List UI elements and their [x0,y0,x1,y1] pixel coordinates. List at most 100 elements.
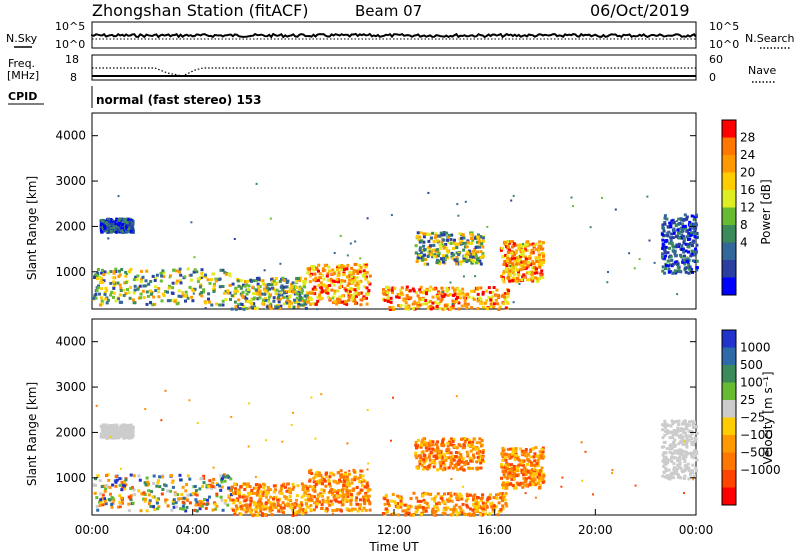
echo-cell [253,287,256,290]
echo-cell [318,285,322,289]
echo-cell [207,297,210,301]
echo-cell [346,263,350,267]
echo-cell [230,415,233,418]
echo-cell [671,431,675,435]
echo-cell [679,253,683,257]
echo-cell [109,222,113,226]
echo-cell [341,300,344,304]
cpid-label: CPID [8,90,37,103]
colorbar-swatch [722,190,736,208]
echo-cell [245,307,249,310]
echo-cell [332,272,336,276]
echo-cell [267,499,270,502]
echo-cell [435,305,439,308]
echo-cell [506,245,510,249]
echo-cell [454,465,458,469]
echo-cell [298,287,302,291]
echo-cell [526,278,530,282]
echo-cell [668,221,672,225]
echo-cell [432,240,436,243]
echo-cell [435,248,439,252]
echo-cell [486,498,490,502]
echo-cell [477,451,481,455]
echo-cell [414,505,418,509]
echo-cell [531,260,535,264]
echo-cell [424,258,428,262]
colorbar-tick-label: 28 [740,131,755,145]
echo-cell [292,411,294,414]
echo-cell [396,292,400,296]
echo-cell [202,474,206,478]
echo-cell [260,514,264,517]
echo-cell [541,477,545,481]
echo-cell [153,508,157,511]
echo-cell [482,460,485,464]
echo-cell [145,290,149,294]
echo-cell [314,505,318,509]
echo-cell [346,442,349,445]
echo-cell [362,495,366,499]
echo-cell [245,297,249,301]
echo-cell [170,481,174,485]
echo-cell [434,495,438,499]
echo-cell [365,271,369,274]
echo-cell [427,444,431,448]
echo-cell [268,501,272,504]
echo-cell [95,274,98,276]
echo-cell [512,447,516,451]
echo-cell [256,491,260,495]
echo-cell [431,255,435,259]
echo-cell [478,437,482,441]
echo-cell [465,459,468,463]
echo-cell [681,435,685,439]
echo-cell [288,289,291,293]
echo-cell [687,234,691,238]
echo-cell [349,499,353,503]
echo-cell [440,298,444,302]
echo-cell [537,479,541,483]
echo-cell [416,438,420,442]
echo-cell [670,258,674,262]
echo-cell [127,223,131,227]
echo-cell [514,486,518,490]
echo-cell [434,510,438,513]
echo-cell [226,291,230,295]
echo-cell [112,433,116,436]
echo-cell [663,433,667,437]
echo-cell [668,473,672,477]
echo-cell [335,299,338,303]
echo-cell [419,231,423,235]
echo-cell [681,454,685,458]
echo-cell [449,494,453,498]
echo-cell [449,464,453,468]
echo-cell [348,472,351,476]
echo-cell [319,296,323,300]
echo-cell [170,291,174,295]
echo-cell [429,285,433,289]
echo-cell [104,286,108,290]
echo-cell [384,493,388,497]
echo-cell [303,509,307,513]
echo-cell [485,504,489,508]
echo-cell [479,497,483,501]
echo-cell [411,306,415,310]
echo-cell [352,487,356,491]
echo-cell [139,509,143,513]
echo-cell [490,505,494,509]
echo-cell [468,456,472,460]
echo-cell [416,294,420,298]
echo-cell [362,498,366,502]
echo-cell [181,485,185,489]
echo-cell [438,261,441,265]
echo-cell [668,431,672,435]
echo-cell [451,466,455,470]
echo-cell [444,243,448,246]
echo-cell [270,286,274,290]
echo-cell [224,272,228,276]
colorbar-swatch [722,207,736,226]
echo-cell [387,504,391,507]
echo-cell [504,452,508,456]
echo-cell [682,420,686,424]
echo-cell [338,297,342,301]
echo-cell [279,491,282,495]
